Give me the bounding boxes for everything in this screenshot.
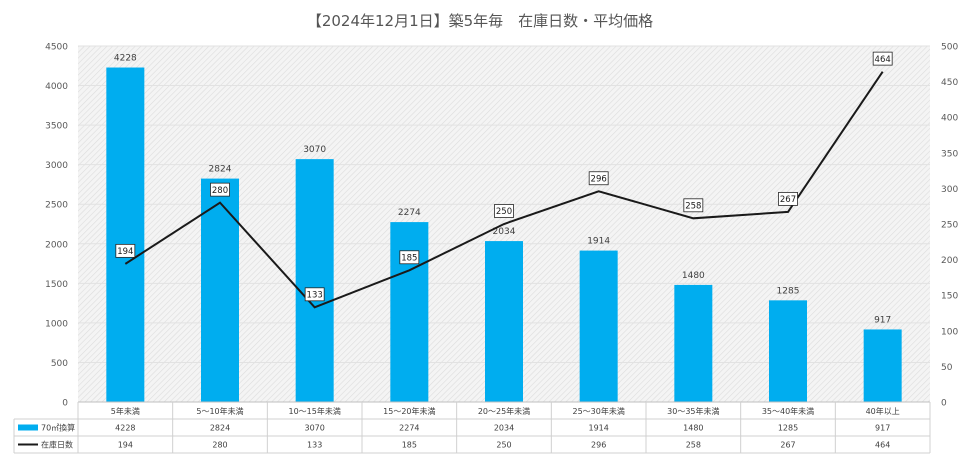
bar <box>674 284 713 402</box>
y-right-tick-label: 500 <box>941 43 958 53</box>
y-right-tick-label: 450 <box>941 78 958 88</box>
y-left-tick-label: 3500 <box>45 122 68 132</box>
y-right-tick-label: 100 <box>941 327 958 337</box>
table-cell: 280 <box>212 441 227 450</box>
y-left-tick-label: 500 <box>51 359 68 369</box>
y-left-tick-label: 3000 <box>45 161 68 171</box>
y-left-tick-label: 4500 <box>45 43 68 53</box>
bar-data-label: 3070 <box>303 145 326 155</box>
line-data-label: 280 <box>212 186 228 196</box>
bar <box>106 67 145 402</box>
bar-data-label: 2274 <box>398 208 421 218</box>
y-left-tick-label: 2000 <box>45 240 68 250</box>
x-tick-label: 35～40年未満 <box>762 406 814 416</box>
bar-data-label: 1914 <box>587 237 610 247</box>
table-cell: 267 <box>780 441 795 450</box>
table-cell: 1480 <box>683 424 703 433</box>
table-cell: 258 <box>686 441 701 450</box>
bar <box>390 222 429 402</box>
table-cell: 4228 <box>115 424 135 433</box>
x-tick-label: 20～25年未満 <box>478 406 530 416</box>
table-cell: 194 <box>118 441 133 450</box>
bar-data-label: 4228 <box>114 54 137 64</box>
bar-data-label: 1285 <box>777 286 800 296</box>
line-data-label: 296 <box>591 174 607 184</box>
legend-key-bar <box>18 424 38 431</box>
y-right-tick-label: 400 <box>941 114 958 124</box>
x-tick-label: 5～10年未満 <box>196 406 243 416</box>
bar-data-label: 2824 <box>209 165 232 175</box>
line-series <box>124 71 884 309</box>
line-data-label: 250 <box>496 207 512 217</box>
x-tick-label: 30～35年未満 <box>667 406 719 416</box>
line-data-label-box <box>399 250 420 265</box>
y-right-tick-label: 350 <box>941 149 958 159</box>
line-data-label-box <box>210 182 230 197</box>
y-right-tick-label: 200 <box>941 256 958 266</box>
y-right-tick-label: 0 <box>941 399 947 409</box>
bar-data-label: 917 <box>874 315 891 325</box>
line-data-label-box <box>683 198 704 213</box>
y-right-tick-label: 300 <box>941 185 958 195</box>
line-data-label-box <box>588 171 609 186</box>
legend-label: 在庫日数 <box>41 440 73 450</box>
table-cell: 1285 <box>778 424 798 433</box>
x-tick-label: 15～20年未満 <box>383 406 435 416</box>
line-data-label-box <box>115 243 136 258</box>
y-left-tick-label: 0 <box>62 399 68 409</box>
table-cell: 2034 <box>494 424 514 433</box>
line-data-label-box <box>872 51 893 66</box>
bar-data-label: 2034 <box>493 227 516 237</box>
line-data-label-box <box>778 191 798 206</box>
y-right-tick-label: 250 <box>941 221 958 231</box>
x-tick-label: 5年未満 <box>111 406 140 416</box>
line-data-label: 185 <box>401 253 417 263</box>
bar <box>295 159 334 402</box>
line-data-label-box <box>304 287 325 302</box>
chart-title: 【2024年12月1日】築5年毎 在庫日数・平均価格 <box>307 12 653 30</box>
y-right-tick-label: 50 <box>941 363 953 373</box>
legend-label: 70㎡換算 <box>41 423 75 433</box>
line-data-label-box <box>494 204 514 218</box>
bar <box>579 250 618 402</box>
table-cell: 250 <box>496 441 511 450</box>
x-tick-label: 25～30年未満 <box>572 406 624 416</box>
y-left-tick-label: 1000 <box>45 319 68 329</box>
line-data-label: 133 <box>307 291 323 301</box>
table-cell: 1914 <box>588 424 608 433</box>
table-cell: 3070 <box>304 424 324 433</box>
table-cell: 133 <box>307 441 322 450</box>
table-cell: 2274 <box>399 424 419 433</box>
bar <box>485 241 523 402</box>
y-left-tick-label: 1500 <box>45 280 68 290</box>
table-cell: 464 <box>875 441 890 450</box>
line-data-label: 258 <box>685 202 701 212</box>
y-right-tick-label: 150 <box>941 292 958 302</box>
line-data-label: 267 <box>780 195 796 205</box>
line-data-label: 464 <box>875 55 891 65</box>
table-cell: 185 <box>402 441 417 450</box>
x-tick-label: 40年以上 <box>866 406 900 416</box>
table-cell: 296 <box>591 441 606 450</box>
x-tick-label: 10～15年未満 <box>288 406 340 416</box>
y-left-tick-label: 2500 <box>45 201 68 211</box>
table-cell: 2824 <box>210 424 230 433</box>
bar <box>863 329 902 402</box>
y-left-tick-label: 4000 <box>45 82 68 92</box>
bar <box>769 300 807 402</box>
bar-data-label: 1480 <box>682 271 705 281</box>
line-data-label: 194 <box>117 247 133 257</box>
table-cell: 917 <box>875 424 890 433</box>
